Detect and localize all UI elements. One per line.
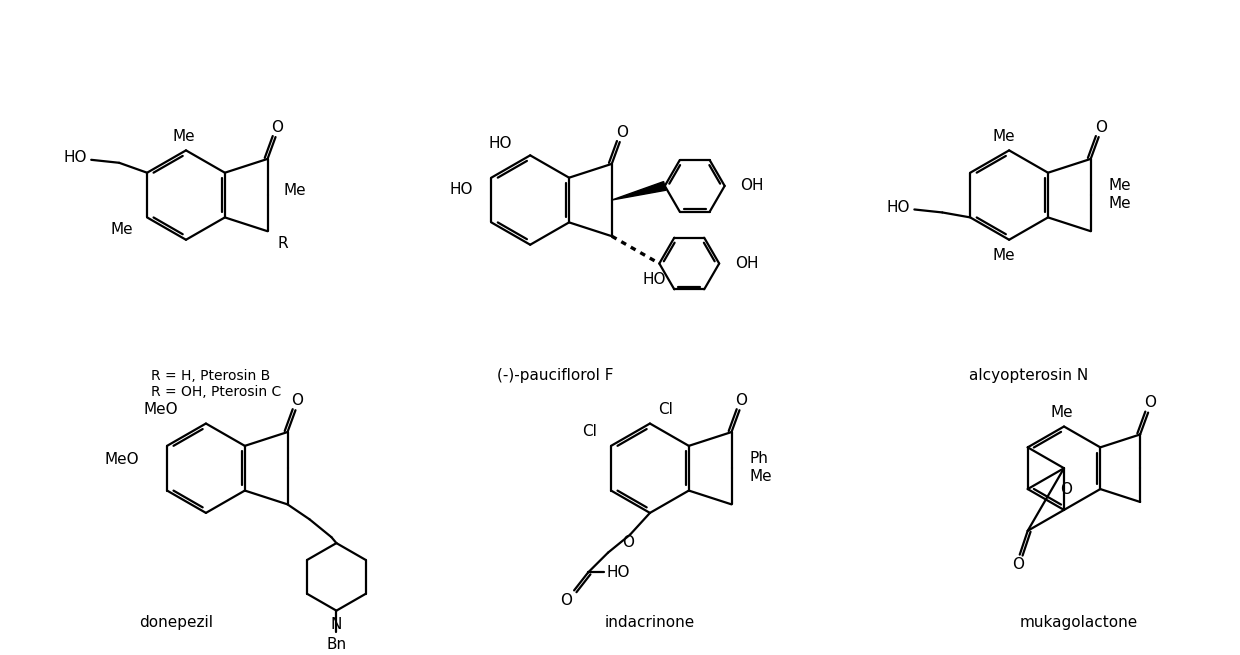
Text: Cl: Cl xyxy=(583,424,598,440)
Text: Me: Me xyxy=(1050,405,1074,420)
Text: HO: HO xyxy=(642,272,666,287)
Text: O: O xyxy=(560,593,572,608)
Text: HO: HO xyxy=(887,200,910,215)
Text: Me: Me xyxy=(993,129,1016,144)
Text: Ph: Ph xyxy=(749,451,769,466)
Text: R = OH, Pterosin C: R = OH, Pterosin C xyxy=(151,384,281,399)
Text: alcyopterosin N: alcyopterosin N xyxy=(970,368,1089,383)
Text: O: O xyxy=(1095,120,1106,135)
Text: O: O xyxy=(272,120,284,135)
Text: Me: Me xyxy=(284,183,306,198)
Text: HO: HO xyxy=(489,136,512,151)
Text: MeO: MeO xyxy=(104,452,139,467)
Text: R: R xyxy=(278,236,288,251)
Text: Me: Me xyxy=(993,248,1016,263)
Text: Me: Me xyxy=(172,129,195,144)
Text: O: O xyxy=(1060,481,1073,496)
Text: MeO: MeO xyxy=(144,402,179,417)
Text: Me: Me xyxy=(1109,178,1131,193)
Text: Me: Me xyxy=(749,469,773,483)
Text: donepezil: donepezil xyxy=(139,614,213,629)
Text: indacrinone: indacrinone xyxy=(605,614,696,629)
Text: Bn: Bn xyxy=(326,637,346,652)
Text: HO: HO xyxy=(450,182,474,197)
Text: Me: Me xyxy=(110,222,133,237)
Text: Me: Me xyxy=(1109,195,1131,210)
Text: Cl: Cl xyxy=(658,402,673,417)
Text: HO: HO xyxy=(63,151,87,165)
Text: OH: OH xyxy=(740,178,764,193)
Text: O: O xyxy=(622,535,634,550)
Text: O: O xyxy=(1012,557,1024,572)
Text: N: N xyxy=(331,617,342,632)
Text: (-)-pauciflorol F: (-)-pauciflorol F xyxy=(497,368,614,383)
Text: O: O xyxy=(616,124,627,140)
Text: R = H, Pterosin B: R = H, Pterosin B xyxy=(151,369,270,383)
Text: O: O xyxy=(735,393,748,408)
Text: O: O xyxy=(1145,395,1156,410)
Text: HO: HO xyxy=(606,565,630,580)
Text: O: O xyxy=(291,393,304,408)
Text: mukagolactone: mukagolactone xyxy=(1019,614,1138,629)
Text: OH: OH xyxy=(735,256,759,271)
Polygon shape xyxy=(611,181,666,200)
